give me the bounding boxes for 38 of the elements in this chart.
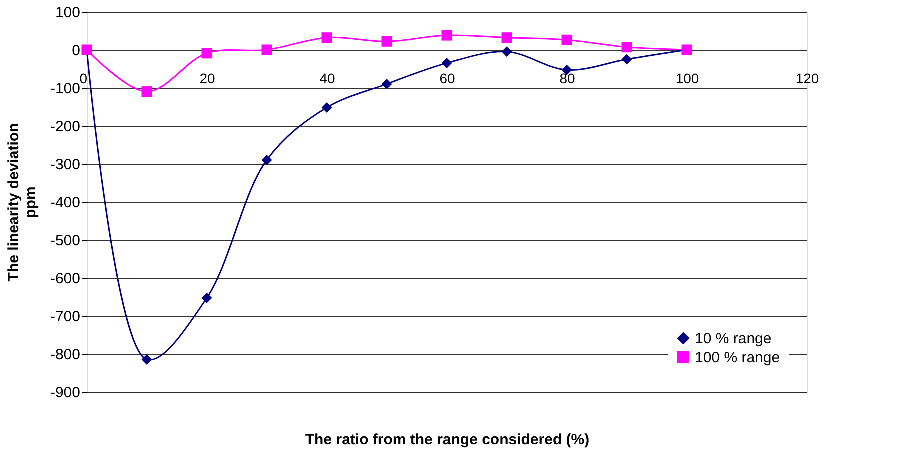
point xyxy=(622,42,632,53)
x-tick-label: 20 xyxy=(200,70,216,86)
y-axis-title: The linearity deviation ppm xyxy=(5,123,40,282)
point xyxy=(382,78,392,90)
y-tick-label: -100 xyxy=(50,80,80,98)
y-tick-label: -800 xyxy=(50,346,80,364)
point xyxy=(322,32,332,44)
point xyxy=(622,54,632,65)
point xyxy=(502,46,512,58)
x-axis-title: The ratio from the range considered (%) xyxy=(305,432,590,448)
y-tick-label: -600 xyxy=(50,270,80,288)
point xyxy=(262,154,272,166)
y-tick-label: -200 xyxy=(50,118,80,136)
x-tick-label: 120 xyxy=(796,70,820,86)
x-tick-label: 100 xyxy=(676,70,700,86)
y-tick-label: -700 xyxy=(50,308,80,326)
point xyxy=(202,48,212,59)
point xyxy=(262,44,272,56)
y-tick-label: -500 xyxy=(50,232,80,250)
point xyxy=(562,34,572,46)
point xyxy=(442,30,452,41)
point xyxy=(142,86,152,98)
x-tick-label: 40 xyxy=(320,70,336,86)
y-tick-label: -400 xyxy=(50,194,80,212)
x-tick-label: 80 xyxy=(560,70,576,86)
legend-label: 10 % range xyxy=(695,330,772,348)
x-tick-label: 60 xyxy=(440,70,456,86)
point xyxy=(202,292,212,304)
point xyxy=(142,354,152,365)
point xyxy=(382,36,392,47)
point xyxy=(442,58,452,69)
y-tick-label: 100 xyxy=(55,4,80,22)
y-tick-label: -300 xyxy=(50,156,80,174)
y-tick-label: -900 xyxy=(50,384,80,402)
legend-label: 100 % range xyxy=(695,350,780,366)
point xyxy=(502,32,512,44)
point xyxy=(322,102,332,114)
y-tick-label: 0 xyxy=(72,42,80,60)
